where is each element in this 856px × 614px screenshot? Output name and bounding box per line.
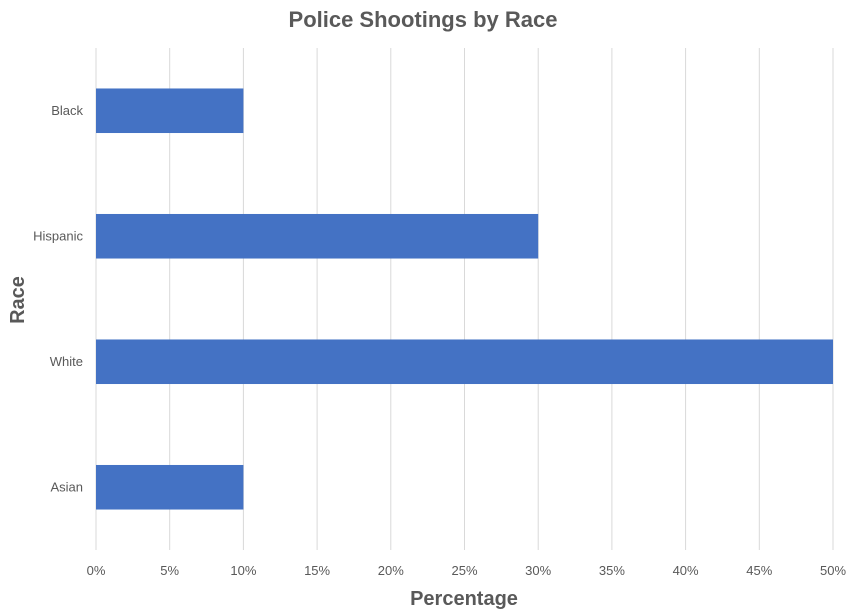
y-axis-title: Race	[7, 276, 29, 324]
x-tick-label: 50%	[820, 563, 846, 578]
y-tick-label: Black	[51, 103, 83, 118]
x-tick-label: 20%	[378, 563, 404, 578]
x-tick-label: 5%	[160, 563, 179, 578]
x-tick-label: 45%	[746, 563, 772, 578]
bar-asian	[96, 464, 244, 510]
y-tick-label: White	[50, 354, 83, 369]
x-tick-label: 30%	[525, 563, 551, 578]
y-tick-label: Asian	[50, 479, 83, 494]
x-axis-tick-labels: 0% 5% 10% 15% 20% 25% 30% 35% 40% 45% 50%	[87, 563, 847, 578]
x-tick-label: 10%	[230, 563, 256, 578]
y-tick-label: Hispanic	[33, 228, 83, 243]
x-tick-label: 15%	[304, 563, 330, 578]
y-axis-tick-labels: Black Hispanic White Asian	[33, 103, 83, 495]
x-axis-title: Percentage	[410, 588, 518, 610]
x-tick-label: 25%	[451, 563, 477, 578]
x-tick-label: 40%	[673, 563, 699, 578]
bar-hispanic	[96, 213, 539, 259]
x-tick-label: 35%	[599, 563, 625, 578]
bar-black	[96, 88, 244, 134]
chart-title: Police Shootings by Race	[289, 7, 558, 32]
bars	[96, 88, 833, 510]
bar-white	[96, 339, 833, 385]
x-tick-label: 0%	[87, 563, 106, 578]
